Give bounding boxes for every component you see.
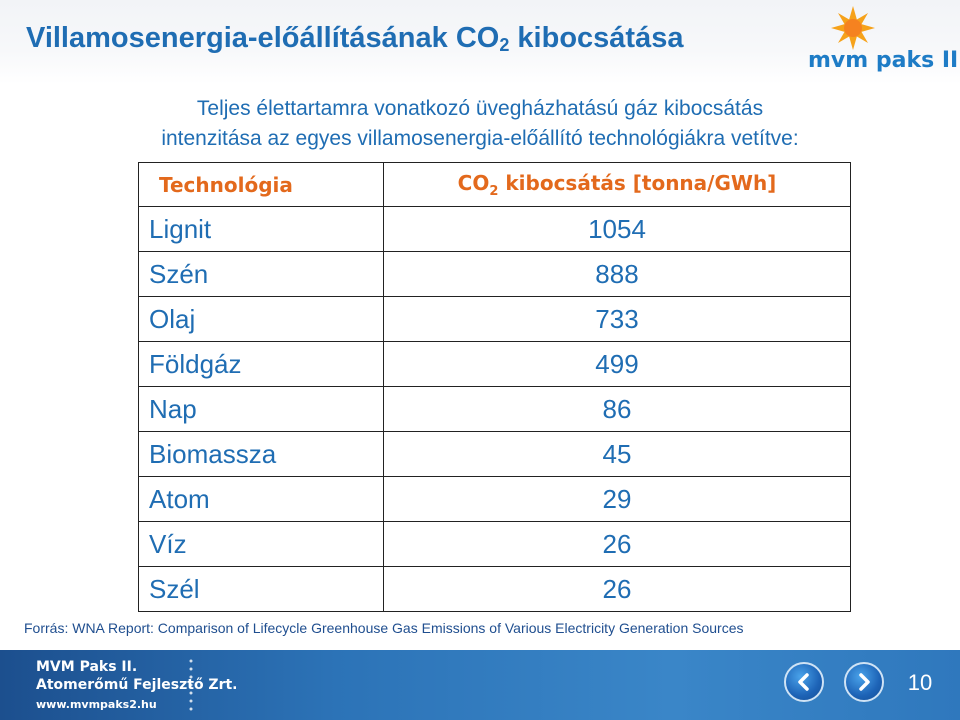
- subtitle-line-1: Teljes élettartamra vonatkozó üvegházhat…: [196, 97, 764, 120]
- mvm-paks-logo: mvm paks II.: [808, 4, 960, 78]
- title-subscript: 2: [499, 35, 510, 55]
- logo-text: mvm paks II.: [808, 48, 960, 73]
- footer-line-2: Atomerőmű Fejlesztő Zrt.: [36, 677, 238, 693]
- value-cell: 26: [383, 566, 851, 612]
- next-slide-button[interactable]: [844, 662, 884, 702]
- table-row: Lignit 1054: [138, 206, 851, 252]
- header-technology: Technológia: [138, 162, 384, 207]
- value-cell: 888: [383, 251, 851, 297]
- footer-bar: MVM Paks II. Atomerőmű Fejlesztő Zrt. ww…: [0, 650, 960, 720]
- tech-cell: Olaj: [138, 296, 384, 342]
- slide-title: Villamosenergia-előállításának CO2 kiboc…: [26, 22, 683, 56]
- source-note: Forrás: WNA Report: Comparison of Lifecy…: [24, 620, 744, 636]
- chevron-left-icon: [798, 673, 809, 691]
- chevron-right-icon: [859, 673, 870, 691]
- value-cell: 45: [383, 431, 851, 477]
- tech-cell: Lignit: [138, 206, 384, 252]
- footer-divider: [189, 659, 193, 711]
- header-co2-subscript: 2: [489, 183, 499, 199]
- header-co2: CO: [457, 170, 490, 195]
- tech-cell: Szél: [138, 566, 384, 612]
- previous-slide-button[interactable]: [784, 662, 824, 702]
- footer-website: www.mvmpaks2.hu: [36, 698, 157, 711]
- tech-cell: Szén: [138, 251, 384, 297]
- title-end: kibocsátása: [509, 22, 684, 54]
- tech-cell: Biomassza: [138, 431, 384, 477]
- table-row: Biomassza 45: [138, 431, 851, 477]
- header-co2-emission: CO2 kibocsátás [tonna/GWh]: [383, 162, 851, 207]
- header-band: [0, 0, 960, 84]
- footer-company: MVM Paks II. Atomerőmű Fejlesztő Zrt. ww…: [36, 658, 238, 716]
- tech-cell: Földgáz: [138, 341, 384, 387]
- tech-cell: Nap: [138, 386, 384, 432]
- header-unit: kibocsátás [tonna/GWh]: [498, 170, 777, 195]
- tech-cell: Víz: [138, 521, 384, 567]
- value-cell: 26: [383, 521, 851, 567]
- slide-number: 10: [907, 670, 933, 695]
- emissions-table: Technológia CO2 kibocsátás [tonna/GWh] L…: [138, 162, 851, 612]
- tech-cell: Atom: [138, 476, 384, 522]
- value-cell: 86: [383, 386, 851, 432]
- table-row: Földgáz 499: [138, 341, 851, 387]
- subtitle-line-2: intenzitása az egyes villamosenergia-elő…: [161, 127, 799, 150]
- title-main: Villamosenergia-előállításának CO: [26, 22, 500, 54]
- subtitle: Teljes élettartamra vonatkozó üvegházhat…: [0, 94, 960, 154]
- table-row: Olaj 733: [138, 296, 851, 342]
- table-header-row: Technológia CO2 kibocsátás [tonna/GWh]: [138, 162, 851, 207]
- sun-icon: [831, 6, 875, 50]
- table-row: Nap 86: [138, 386, 851, 432]
- table-row: Atom 29: [138, 476, 851, 522]
- value-cell: 1054: [383, 206, 851, 252]
- footer-line-1: MVM Paks II.: [36, 659, 138, 675]
- table-row: Szén 888: [138, 251, 851, 297]
- table-row: Szél 26: [138, 566, 851, 612]
- table-row: Víz 26: [138, 521, 851, 567]
- value-cell: 733: [383, 296, 851, 342]
- value-cell: 29: [383, 476, 851, 522]
- value-cell: 499: [383, 341, 851, 387]
